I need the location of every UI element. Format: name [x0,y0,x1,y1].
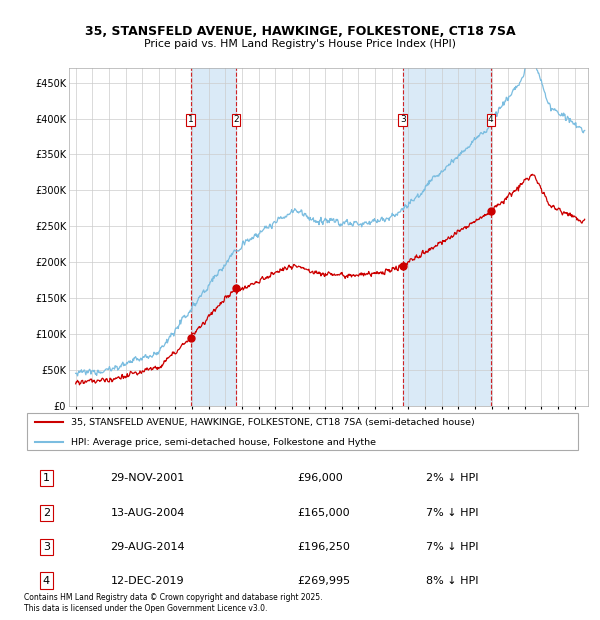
Text: 35, STANSFELD AVENUE, HAWKINGE, FOLKESTONE, CT18 7SA: 35, STANSFELD AVENUE, HAWKINGE, FOLKESTO… [85,25,515,38]
Text: 1: 1 [43,473,50,483]
Text: 3: 3 [400,115,406,125]
Text: 13-AUG-2004: 13-AUG-2004 [110,508,185,518]
FancyBboxPatch shape [27,412,578,451]
Text: Contains HM Land Registry data © Crown copyright and database right 2025.
This d: Contains HM Land Registry data © Crown c… [24,593,323,613]
Text: £196,250: £196,250 [298,542,350,552]
Bar [403,68,491,406]
Text: 29-AUG-2014: 29-AUG-2014 [110,542,185,552]
Text: 12-DEC-2019: 12-DEC-2019 [110,575,184,585]
Text: 2% ↓ HPI: 2% ↓ HPI [426,473,478,483]
Text: £269,995: £269,995 [298,575,350,585]
Text: 3: 3 [43,542,50,552]
Text: 35, STANSFELD AVENUE, HAWKINGE, FOLKESTONE, CT18 7SA (semi-detached house): 35, STANSFELD AVENUE, HAWKINGE, FOLKESTO… [71,418,475,427]
Text: 2: 2 [233,115,238,125]
Text: £96,000: £96,000 [298,473,343,483]
Text: 8% ↓ HPI: 8% ↓ HPI [426,575,478,585]
Text: 29-NOV-2001: 29-NOV-2001 [110,473,185,483]
Text: Price paid vs. HM Land Registry's House Price Index (HPI): Price paid vs. HM Land Registry's House … [144,39,456,49]
Text: 4: 4 [488,115,493,125]
Text: 4: 4 [43,575,50,585]
Text: 2: 2 [43,508,50,518]
Text: 7% ↓ HPI: 7% ↓ HPI [426,508,478,518]
Text: 7% ↓ HPI: 7% ↓ HPI [426,542,478,552]
Text: HPI: Average price, semi-detached house, Folkestone and Hythe: HPI: Average price, semi-detached house,… [71,438,376,446]
Bar [191,68,236,406]
Text: £165,000: £165,000 [298,508,350,518]
Text: 1: 1 [188,115,193,125]
